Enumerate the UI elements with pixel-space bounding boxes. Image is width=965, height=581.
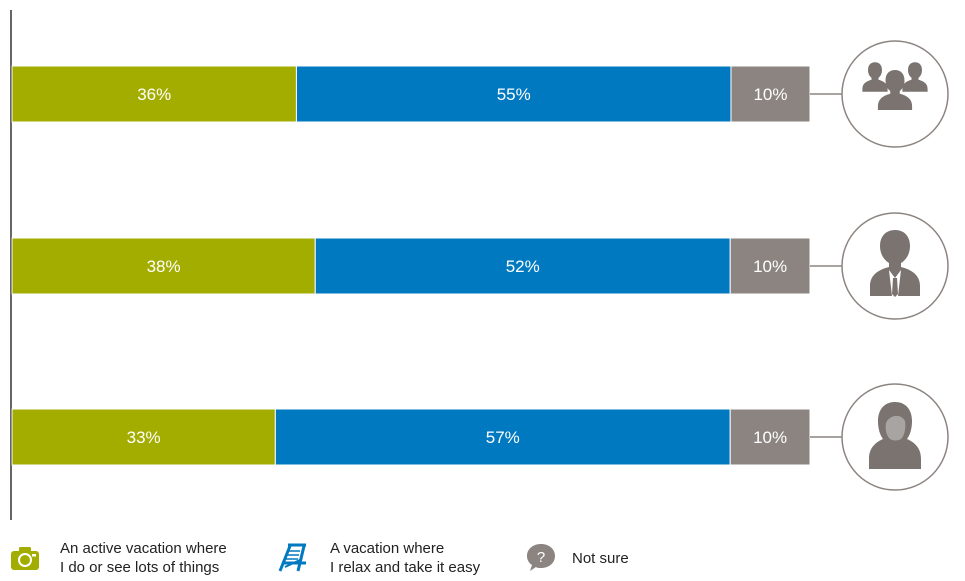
- data-label-women-series-1: 33%: [127, 428, 161, 447]
- data-label-men-series-3: 10%: [753, 257, 787, 276]
- legend-item-not-sure: ? Not sure: [525, 536, 629, 580]
- bar-men-series-1: [11, 237, 316, 295]
- data-label-all-series-2: 55%: [497, 85, 531, 104]
- legend-item-active: An active vacation where I do or see lot…: [10, 536, 227, 580]
- bar-men-series-3: [729, 237, 811, 295]
- data-label-women-series-2: 57%: [486, 428, 520, 447]
- bar-women-series-1: [11, 408, 276, 466]
- man-icon: [841, 212, 949, 320]
- bar-women-series-3: [729, 408, 811, 466]
- data-label-women-series-3: 10%: [753, 428, 787, 447]
- bar-all-series-1: [11, 65, 297, 123]
- woman-icon: [841, 383, 949, 491]
- data-label-all-series-3: 10%: [753, 85, 787, 104]
- beach-chair-icon: [278, 543, 306, 572]
- camera-icon: [11, 547, 39, 570]
- question-bubble-icon: ?: [527, 544, 555, 571]
- legend-label-relax: A vacation where I relax and take it eas…: [330, 540, 481, 576]
- legend-label-not-sure: Not sure: [572, 549, 629, 567]
- data-label-men-series-1: 38%: [147, 257, 181, 276]
- data-label-all-series-1: 36%: [137, 85, 171, 104]
- legend-label-active: An active vacation where I do or see lot…: [60, 540, 227, 576]
- bar-all-series-2: [295, 65, 732, 123]
- svg-text:?: ?: [537, 549, 545, 566]
- bar-women-series-2: [274, 408, 731, 466]
- legend-item-relax: A vacation where I relax and take it eas…: [276, 536, 480, 580]
- bar-all-series-3: [730, 65, 811, 123]
- data-label-men-series-2: 52%: [506, 257, 540, 276]
- stacked-bar-chart: 36% 55% 10% 38% 52% 10% 33% 57% 10%: [10, 10, 949, 520]
- group-icon: [841, 40, 949, 148]
